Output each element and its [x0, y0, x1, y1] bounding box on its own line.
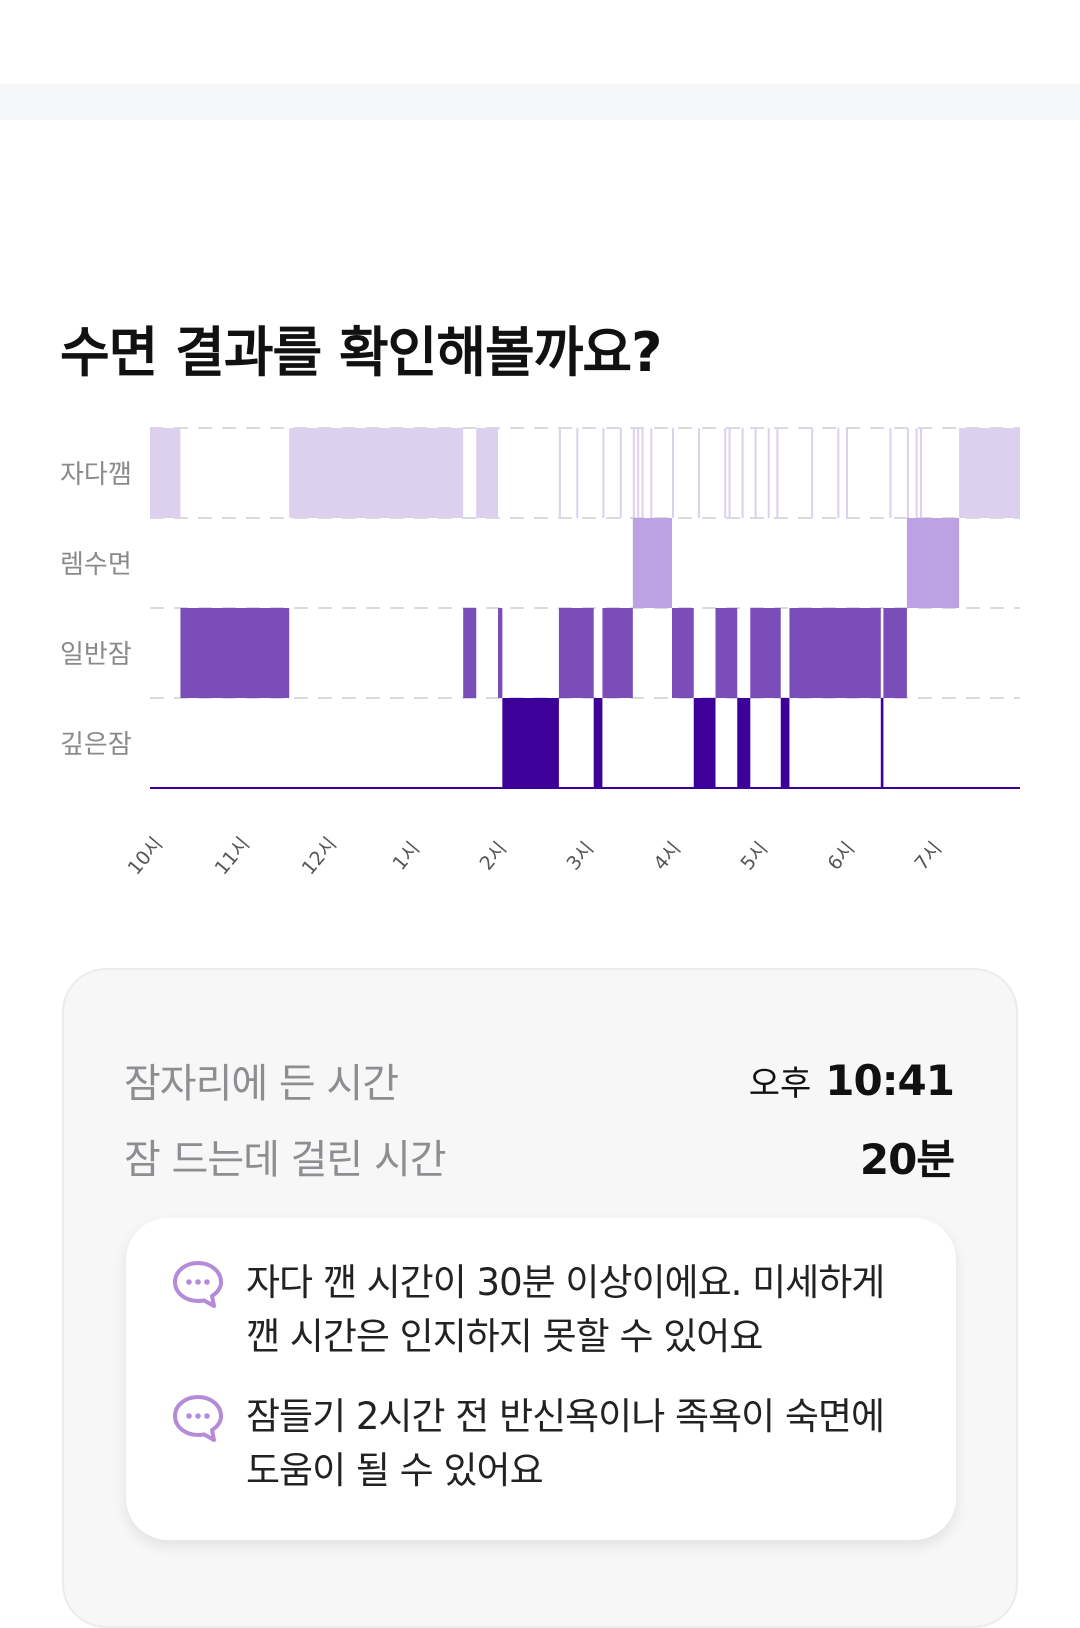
x-tick-label: 5시: [736, 838, 772, 875]
bedtime-value-group: 오후 10:41: [748, 1055, 955, 1105]
wake-flicker-mark: [602, 428, 605, 518]
latency-label: 잠 드는데 걸린 시간: [124, 1137, 447, 1183]
hypnogram-segment: [180, 608, 290, 698]
wake-flicker-mark: [919, 428, 922, 518]
wake-flicker-mark: [811, 428, 814, 518]
wake-flicker-mark: [754, 428, 757, 518]
tip-text: 자다 깬 시간이 30분 이상이에요. 미세하게 깬 시간은 인지하지 못할 수…: [246, 1261, 885, 1358]
hypnogram-segment: [737, 698, 751, 788]
latency-value-group: 20분: [859, 1126, 955, 1187]
wake-flicker-mark: [906, 428, 909, 518]
wake-flicker-mark: [637, 428, 640, 518]
hypnogram-segment: [632, 518, 672, 608]
wake-flicker-mark: [641, 428, 644, 518]
x-tick-label: 7시: [910, 838, 946, 875]
x-tick-label: 1시: [388, 838, 424, 875]
wake-flicker-mark: [767, 428, 770, 518]
tip-text: 잠들기 2시간 전 반신욕이나 족욕이 숙면에 도움이 될 수 있어요: [246, 1395, 885, 1492]
bedtime-value: 10:41: [825, 1055, 955, 1105]
x-tick-label: 11시: [211, 833, 255, 879]
tip-item: 잠들기 2시간 전 반신욕이나 족욕이 숙면에 도움이 될 수 있어요: [170, 1390, 916, 1498]
chat-bubble-icon: [173, 1261, 223, 1308]
sleep-summary-card: 잠자리에 든 시간 오후 10:41 잠 드는데 걸린 시간 20분 자다 깬 …: [62, 968, 1018, 1628]
x-tick-label: 6시: [823, 838, 859, 875]
wake-flicker-mark: [724, 428, 727, 518]
wake-flicker-mark: [889, 428, 892, 518]
wake-flicker-mark: [698, 428, 701, 518]
chat-bubble-icon: [173, 1395, 223, 1442]
wake-flicker-mark: [650, 428, 653, 518]
stage-label: 일반잠: [60, 640, 132, 670]
x-tick-label: 4시: [649, 838, 685, 875]
x-tick-label: 12시: [298, 833, 342, 879]
wake-flicker-mark: [741, 428, 744, 518]
hypnogram-segment: [150, 428, 181, 518]
x-tick-label: 3시: [562, 838, 598, 875]
wake-flicker-mark: [576, 428, 579, 518]
hypnogram-segment: [502, 698, 559, 788]
wake-flicker-mark: [672, 428, 674, 518]
latency-value: 20분: [859, 1134, 955, 1184]
section-divider: [0, 84, 1080, 120]
bedtime-row: 잠자리에 든 시간 오후 10:41: [124, 1050, 955, 1110]
wake-flicker-mark: [632, 428, 635, 518]
stage-label: 깊은잠: [60, 730, 132, 760]
hypnogram-segment: [883, 608, 907, 698]
page-title: 수면 결과를 확인해볼까요?: [60, 321, 662, 384]
bedtime-ampm: 오후: [748, 1063, 812, 1104]
stage-label: 자다깸: [60, 460, 132, 490]
wake-flicker-mark: [837, 428, 840, 518]
stage-label: 렘수면: [60, 550, 132, 580]
hypnogram-segment: [593, 698, 603, 788]
latency-row: 잠 드는데 걸린 시간 20분: [124, 1126, 955, 1187]
tip-item: 자다 깬 시간이 30분 이상이에요. 미세하게 깬 시간은 인지하지 못할 수…: [170, 1256, 916, 1364]
hypnogram-segment: [780, 698, 790, 788]
hypnogram-segment: [906, 518, 960, 608]
hypnogram-segment: [289, 428, 464, 518]
hypnogram-segment: [672, 608, 694, 698]
hypnogram-segment: [880, 698, 884, 788]
hypnogram-segment: [602, 608, 633, 698]
hypnogram-segment: [463, 608, 477, 698]
wake-flicker-mark: [728, 428, 731, 518]
bedtime-label: 잠자리에 든 시간: [124, 1061, 399, 1107]
hypnogram-segment: [789, 608, 881, 698]
hypnogram-segment: [693, 698, 716, 788]
tips-card: 자다 깬 시간이 30분 이상이에요. 미세하게 깬 시간은 인지하지 못할 수…: [126, 1218, 956, 1540]
hypnogram-segment: [498, 608, 503, 698]
x-tick-label: 2시: [475, 838, 511, 875]
wake-flicker-mark: [846, 428, 848, 518]
wake-flicker-mark: [619, 428, 622, 518]
hypnogram-segment: [959, 428, 1020, 518]
hypnogram-segment: [476, 428, 498, 518]
hypnogram-segment: [558, 608, 594, 698]
wake-flicker-mark: [776, 428, 779, 518]
hypnogram-segment: [715, 608, 738, 698]
hypnogram-segment: [750, 608, 781, 698]
wake-flicker-mark: [915, 428, 918, 518]
wake-flicker-mark: [558, 428, 561, 518]
x-tick-label: 10시: [124, 833, 168, 879]
